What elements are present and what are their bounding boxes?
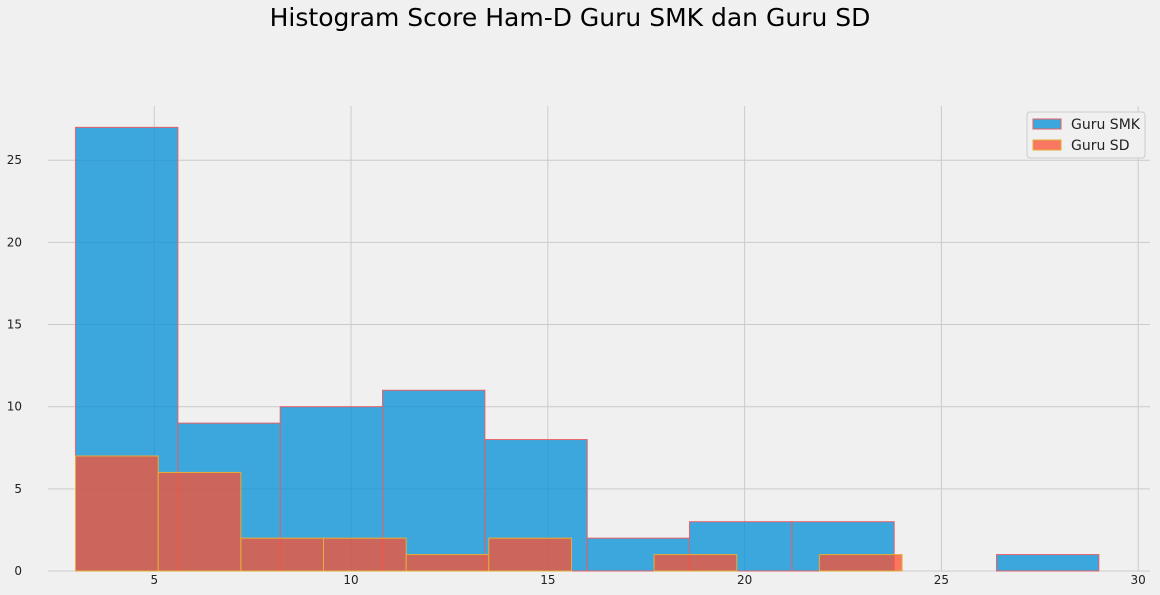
chart-legend: Guru SMK Guru SD — [1026, 111, 1146, 159]
y-tick-label: 25 — [7, 153, 22, 167]
legend-label-guru-smk: Guru SMK — [1071, 117, 1141, 133]
x-tick-label: 10 — [343, 573, 358, 587]
axis-tick-labels: 5 10 15 20 25 30 0 5 10 15 20 25 — [7, 153, 1146, 587]
histogram-bar-guru-smk — [996, 554, 1100, 572]
histogram-bars — [75, 126, 1100, 572]
x-tick-label: 15 — [540, 573, 555, 587]
histogram-bar-guru-sd — [323, 537, 407, 572]
histogram-bar-guru-sd — [240, 537, 325, 572]
histogram-bar-guru-sd — [75, 455, 159, 572]
y-tick-label: 15 — [7, 318, 22, 332]
legend-label-guru-sd: Guru SD — [1071, 138, 1129, 154]
legend-swatch-guru-sd — [1032, 139, 1062, 151]
x-tick-label: 5 — [150, 573, 158, 587]
y-tick-label: 0 — [14, 564, 22, 578]
legend-swatch-guru-smk — [1032, 118, 1062, 130]
y-tick-label: 20 — [7, 235, 22, 249]
histogram-bar-guru-sd — [405, 554, 490, 572]
x-tick-label: 20 — [737, 573, 752, 587]
x-tick-label: 25 — [934, 573, 949, 587]
chart-title: Histogram Score Ham-D Guru SMK dan Guru … — [269, 3, 871, 32]
y-tick-label: 5 — [14, 482, 22, 496]
histogram-bar-guru-sd — [488, 537, 572, 572]
histogram-bar-guru-sd — [157, 471, 242, 572]
histogram-bar-guru-sd — [653, 554, 738, 572]
x-tick-label: 30 — [1131, 573, 1146, 587]
y-tick-label: 10 — [7, 400, 22, 414]
histogram-bar-guru-sd — [818, 554, 903, 572]
